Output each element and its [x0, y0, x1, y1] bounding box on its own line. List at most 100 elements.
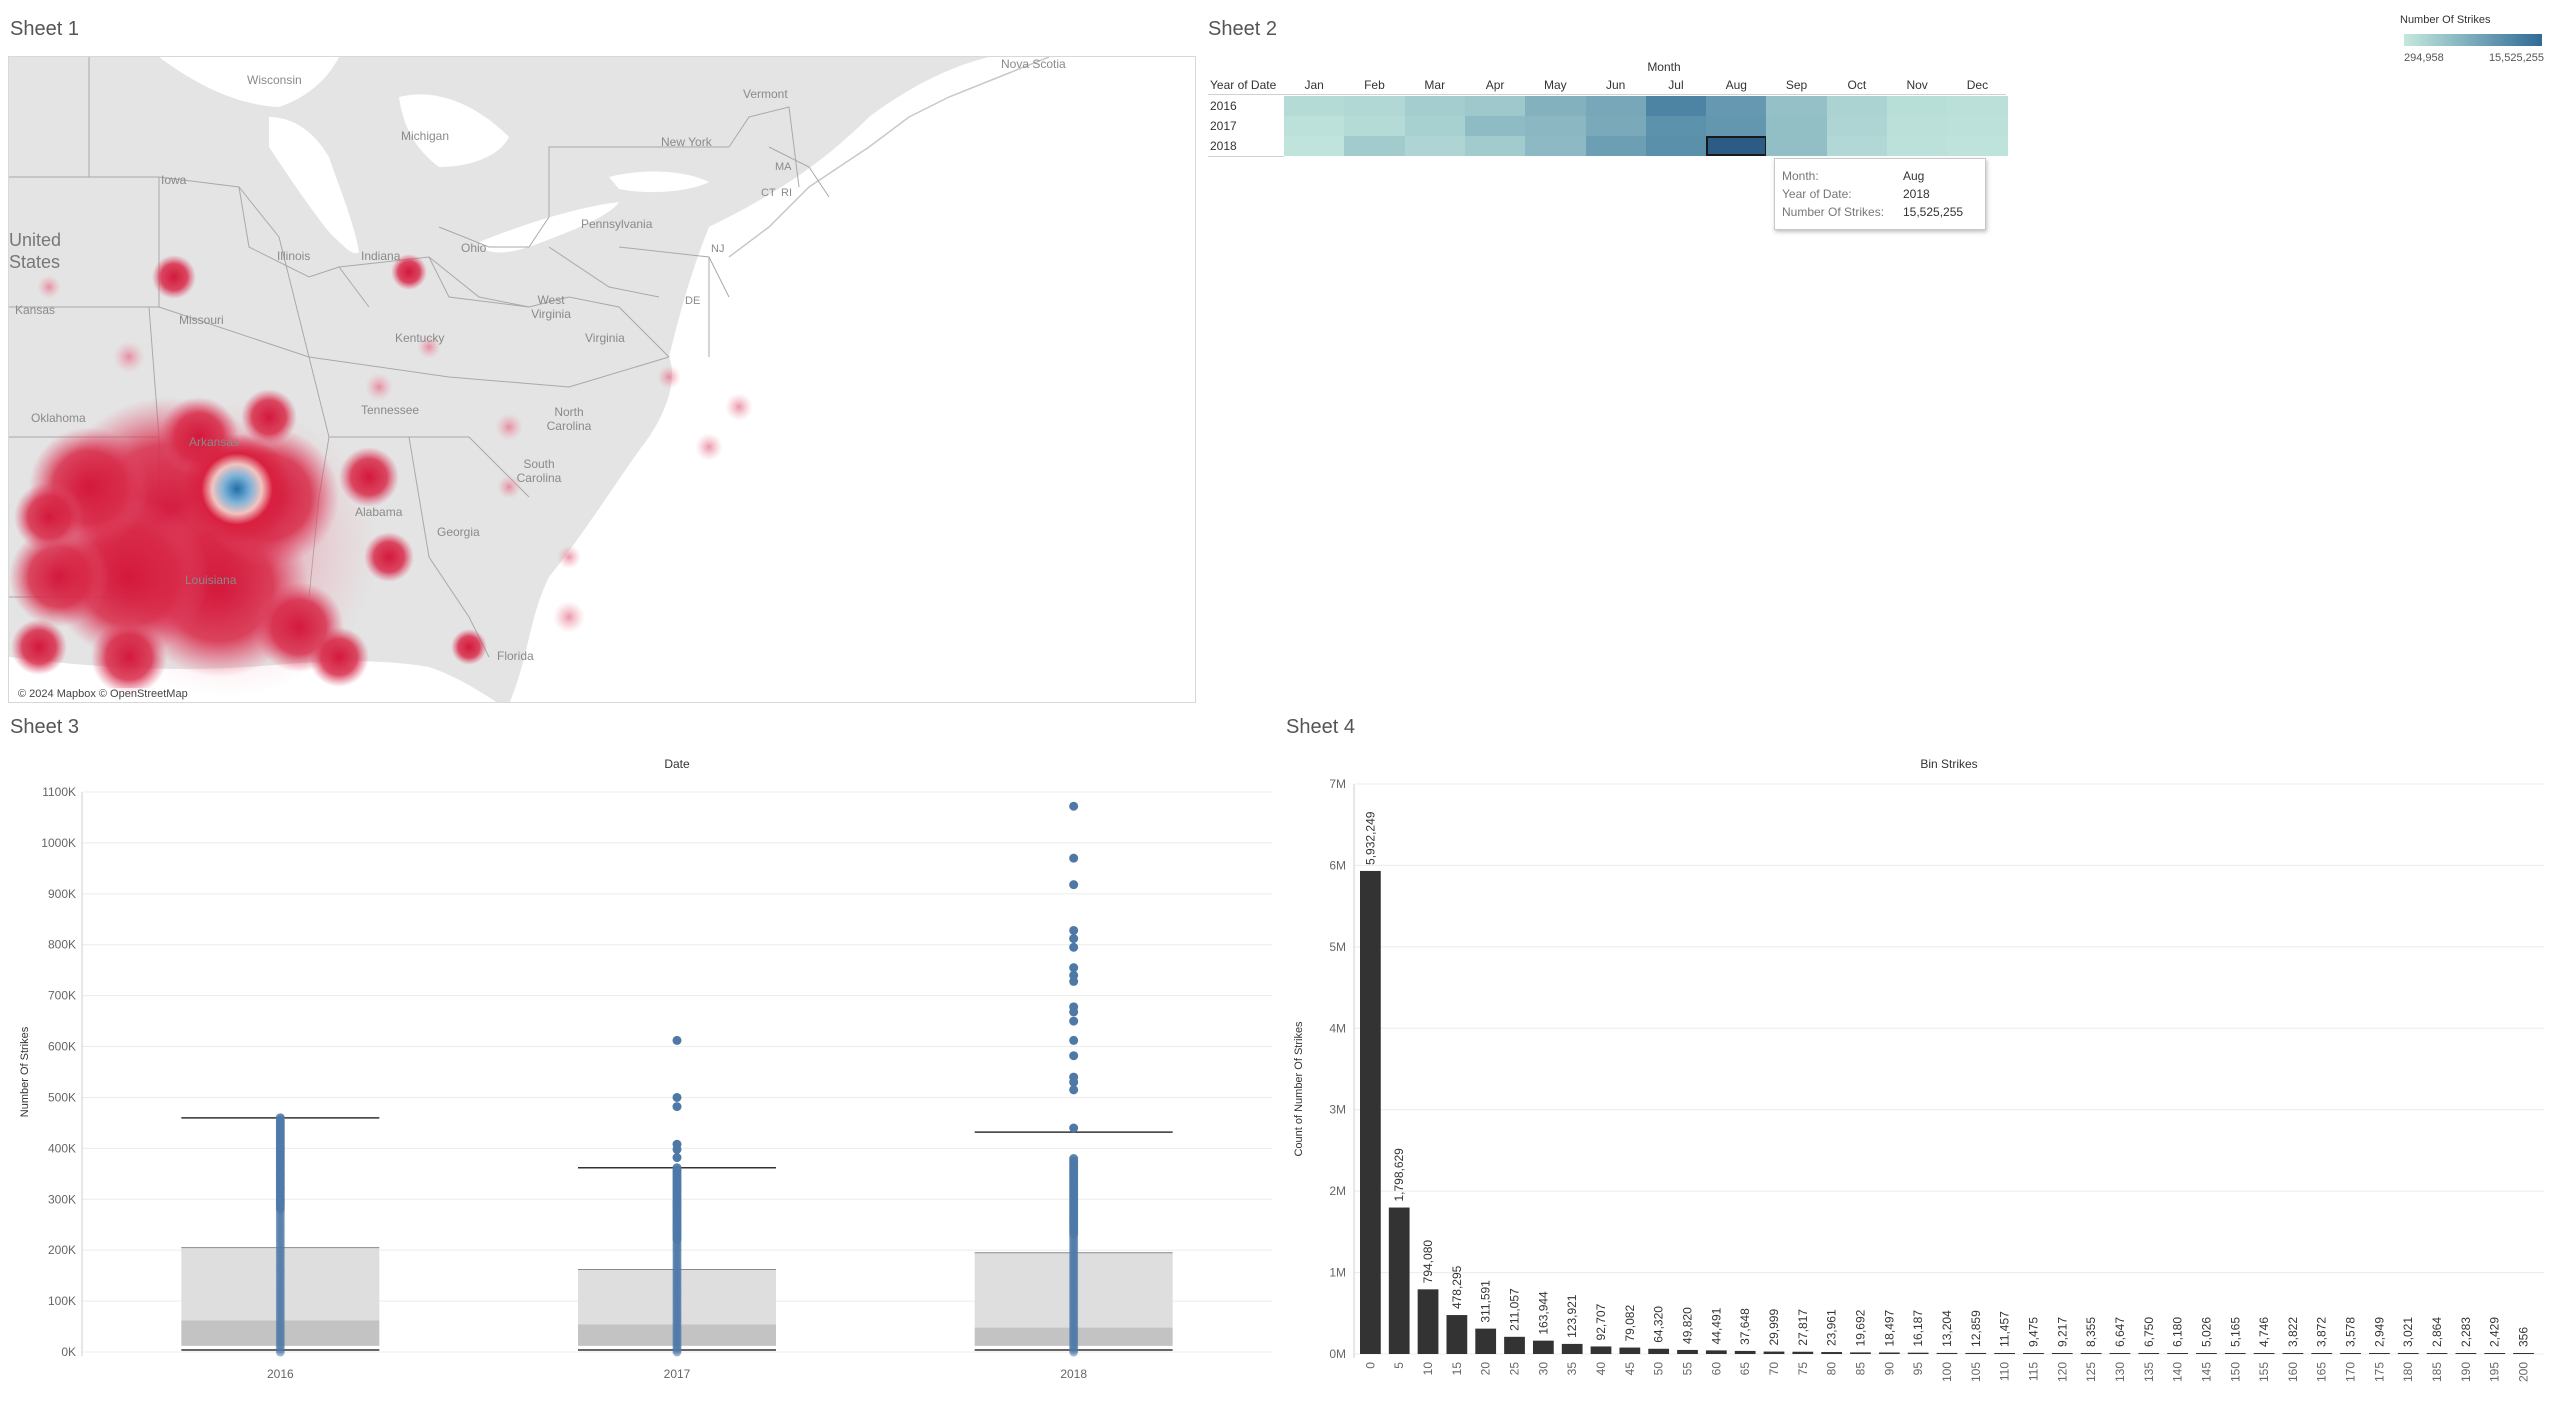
heatmap-cell[interactable]	[1585, 96, 1647, 116]
histogram-bar[interactable]	[1360, 870, 1381, 1354]
heatmap-cell[interactable]	[1525, 136, 1586, 156]
strike-outlier-point[interactable]	[1069, 1016, 1079, 1026]
strike-outlier-point[interactable]	[672, 1092, 682, 1102]
boxplot-chart[interactable]: Date Number Of Strikes 0K 100K 200K 300K 400K 5…	[0, 740, 1282, 1402]
heatmap-cell[interactable]	[1706, 136, 1767, 156]
heatmap-cell[interactable]	[1464, 96, 1526, 116]
heatmap-cell[interactable]	[1284, 96, 1345, 116]
heatmap-cell[interactable]	[1585, 136, 1647, 156]
histogram-bar[interactable]	[1705, 1350, 1727, 1354]
strike-outlier-point[interactable]	[1069, 1085, 1079, 1095]
histogram-bar[interactable]	[1907, 1352, 1929, 1354]
heatmap-cell[interactable]	[1404, 116, 1466, 136]
heatmap-cell[interactable]	[1284, 136, 1345, 156]
strike-outlier-point[interactable]	[1069, 934, 1079, 944]
histogram-bar[interactable]	[2138, 1353, 2160, 1354]
histogram-bar[interactable]	[2426, 1353, 2448, 1354]
heatmap-cell[interactable]	[1344, 116, 1406, 136]
heatmap-cell[interactable]	[1887, 96, 1948, 116]
histogram-bar[interactable]	[1792, 1351, 1814, 1354]
histogram-bar[interactable]	[2167, 1353, 2188, 1354]
heatmap-cell[interactable]	[1344, 136, 1406, 156]
heatmap-cell[interactable]	[1947, 96, 2009, 116]
strike-outlier-point[interactable]	[1069, 880, 1079, 890]
histogram-bar[interactable]	[1446, 1315, 1468, 1354]
heatmap-cell[interactable]	[1826, 96, 1888, 116]
histogram-bar[interactable]	[1532, 1340, 1554, 1354]
histogram-bar[interactable]	[2397, 1353, 2419, 1354]
heatmap-cell[interactable]	[1645, 96, 1707, 116]
heatmap-cell[interactable]	[1525, 116, 1586, 136]
histogram-bar[interactable]	[1648, 1348, 1670, 1354]
strike-outlier-point[interactable]	[1069, 942, 1079, 952]
heatmap-cell[interactable]	[1645, 116, 1707, 136]
histogram-bar[interactable]	[1417, 1289, 1439, 1354]
histogram-bar[interactable]	[2311, 1353, 2333, 1354]
histogram-bar[interactable]	[1850, 1352, 1871, 1354]
strike-outlier-point[interactable]	[1069, 925, 1079, 935]
heatmap-cell[interactable]	[1585, 116, 1647, 136]
histogram-bar[interactable]	[1619, 1347, 1641, 1354]
heatmap-cell[interactable]	[1826, 136, 1888, 156]
histogram-bar[interactable]	[1878, 1352, 1900, 1354]
heatmap-cell[interactable]	[1887, 136, 1948, 156]
histogram-chart[interactable]: Bin Strikes Count of Number Of Strikes 0M 1…	[1282, 740, 2550, 1402]
heatmap-cell[interactable]	[1404, 96, 1466, 116]
histogram-bar[interactable]	[1561, 1343, 1583, 1354]
strike-point[interactable]	[1069, 1154, 1079, 1164]
histogram-bar[interactable]	[1388, 1207, 1410, 1354]
histogram-bar[interactable]	[1504, 1336, 1525, 1354]
heatmap-cell[interactable]	[1464, 116, 1526, 136]
heatmap-cell[interactable]	[1645, 136, 1707, 156]
histogram-bar[interactable]	[1734, 1350, 1756, 1354]
heatmap-cell[interactable]	[1284, 116, 1345, 136]
strike-outlier-point[interactable]	[1069, 970, 1079, 980]
histogram-bar[interactable]	[2051, 1353, 2073, 1354]
histogram-bar[interactable]	[1994, 1353, 2016, 1354]
histogram-bar[interactable]	[1475, 1328, 1497, 1354]
histogram-bar[interactable]	[1821, 1352, 1843, 1354]
histogram-bar[interactable]	[2282, 1353, 2304, 1354]
histogram-bar[interactable]	[2109, 1353, 2131, 1354]
heatmap-cell[interactable]	[1706, 96, 1767, 116]
histogram-bar[interactable]	[1936, 1352, 1958, 1354]
strike-point[interactable]	[275, 1113, 285, 1123]
histogram-bar[interactable]	[2340, 1353, 2361, 1354]
histogram-bar[interactable]	[1763, 1351, 1785, 1354]
lightning-density-map[interactable]: Wisconsin Michigan Iowa Illinois Indiana…	[8, 56, 1196, 703]
strike-outlier-point[interactable]	[672, 1139, 682, 1149]
heatmap-cell[interactable]	[1464, 136, 1526, 156]
histogram-bar[interactable]	[2455, 1353, 2477, 1354]
strike-outlier-point[interactable]	[1069, 1072, 1079, 1082]
strike-outlier-point[interactable]	[672, 1102, 682, 1112]
strike-outlier-point[interactable]	[1069, 1035, 1079, 1045]
strike-outlier-point[interactable]	[672, 1035, 682, 1045]
histogram-bar[interactable]	[1677, 1349, 1698, 1354]
heatmap-cell[interactable]	[1947, 136, 2009, 156]
strike-outlier-point[interactable]	[672, 1153, 682, 1163]
color-legend[interactable]: Number Of Strikes 294,958 15,525,255	[2398, 12, 2548, 72]
histogram-bar[interactable]	[2224, 1353, 2246, 1354]
histogram-bar[interactable]	[2253, 1353, 2275, 1354]
heatmap-cell[interactable]	[1525, 96, 1586, 116]
strike-outlier-point[interactable]	[1069, 801, 1079, 811]
histogram-bar[interactable]	[2080, 1353, 2102, 1354]
heatmap-cell[interactable]	[1766, 136, 1828, 156]
strike-outlier-point[interactable]	[1069, 1123, 1079, 1133]
histogram-bar[interactable]	[1965, 1352, 1987, 1354]
heatmap-cell[interactable]	[1766, 96, 1828, 116]
heatmap-cell[interactable]	[1344, 96, 1406, 116]
heatmap-cell[interactable]	[1826, 116, 1888, 136]
heatmap-cell[interactable]	[1404, 136, 1466, 156]
strike-outlier-point[interactable]	[1069, 853, 1079, 863]
boxplot-category-2018[interactable]	[974, 801, 1173, 1357]
histogram-bar[interactable]	[2513, 1353, 2534, 1354]
histogram-bar[interactable]	[2484, 1353, 2506, 1354]
heatmap-cell[interactable]	[1947, 116, 2009, 136]
strike-outlier-point[interactable]	[1069, 1051, 1079, 1061]
heatmap-cell[interactable]	[1706, 116, 1767, 136]
heatmap-cell[interactable]	[1887, 116, 1948, 136]
histogram-bar[interactable]	[2023, 1353, 2044, 1354]
histogram-bar[interactable]	[1590, 1346, 1612, 1354]
boxplot-category-2016[interactable]	[181, 1113, 380, 1357]
